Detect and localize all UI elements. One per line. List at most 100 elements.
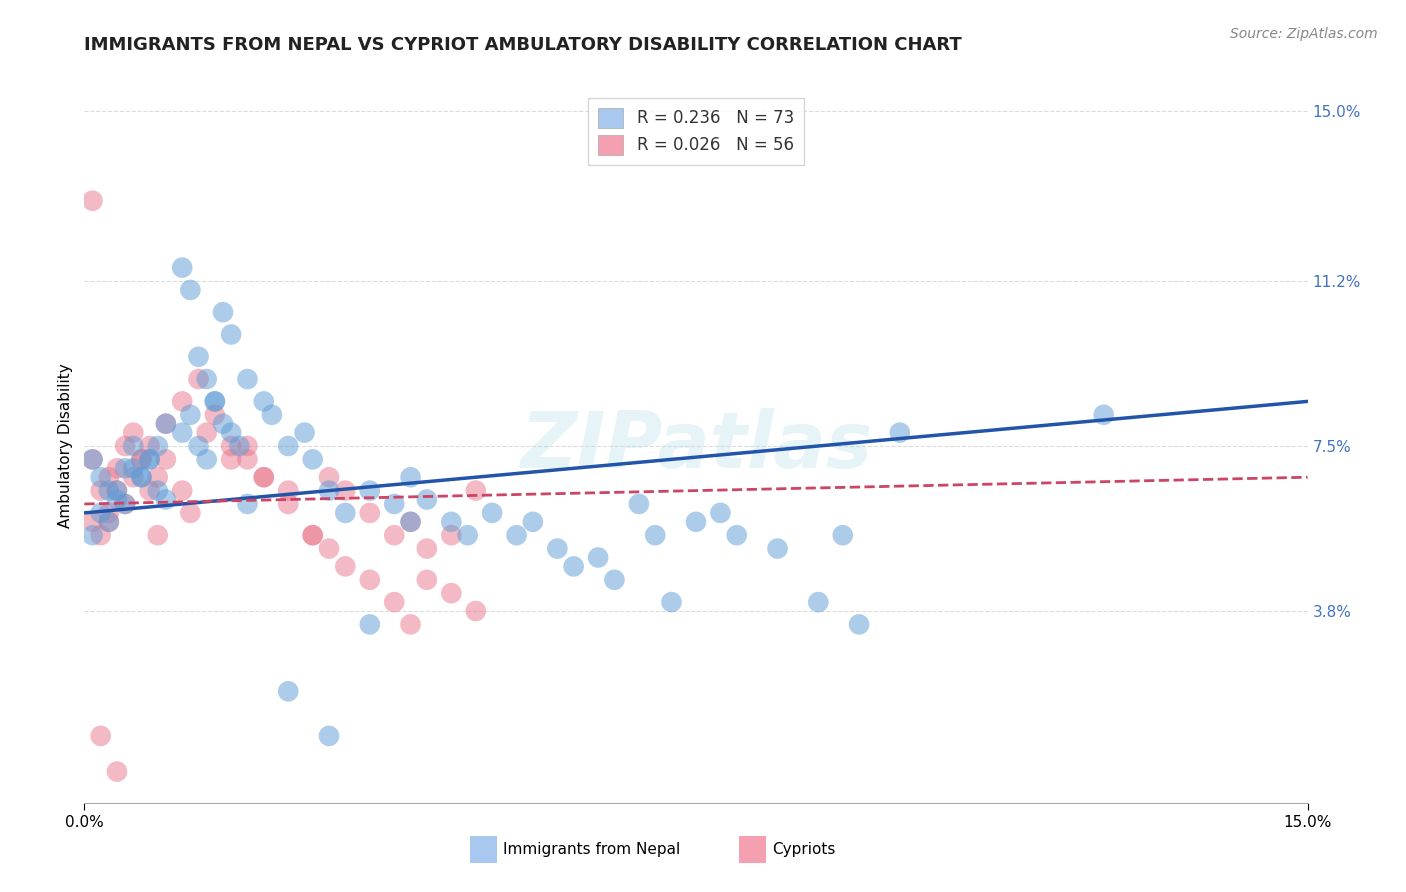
Point bbox=[97, 515, 120, 529]
Y-axis label: Ambulatory Disability: Ambulatory Disability bbox=[58, 364, 73, 528]
Point bbox=[382, 497, 405, 511]
Point bbox=[301, 452, 323, 467]
Bar bbox=[470, 837, 496, 863]
Point bbox=[82, 515, 104, 529]
Point bbox=[122, 425, 145, 440]
Point bbox=[277, 684, 299, 698]
Point bbox=[131, 452, 153, 467]
Point bbox=[277, 483, 299, 498]
Point bbox=[82, 452, 104, 467]
Text: Source: ZipAtlas.com: Source: ZipAtlas.com bbox=[1230, 27, 1378, 41]
Text: Cypriots: Cypriots bbox=[772, 842, 835, 857]
Point bbox=[807, 595, 830, 609]
Point bbox=[440, 586, 463, 600]
Point bbox=[105, 764, 128, 779]
Point bbox=[709, 506, 731, 520]
Point bbox=[335, 483, 357, 498]
Point bbox=[172, 483, 194, 498]
Point bbox=[146, 439, 169, 453]
Point bbox=[301, 528, 323, 542]
Point bbox=[603, 573, 626, 587]
Point bbox=[131, 470, 153, 484]
Point bbox=[97, 506, 120, 520]
Point bbox=[114, 497, 136, 511]
Point bbox=[138, 439, 160, 453]
Point bbox=[725, 528, 748, 542]
Point bbox=[335, 559, 357, 574]
Point bbox=[187, 350, 209, 364]
Point bbox=[146, 528, 169, 542]
Point bbox=[90, 483, 112, 498]
Point bbox=[138, 452, 160, 467]
Point bbox=[661, 595, 683, 609]
Point bbox=[146, 470, 169, 484]
Point bbox=[644, 528, 666, 542]
Point bbox=[155, 417, 177, 431]
Point bbox=[138, 483, 160, 498]
Point bbox=[399, 515, 422, 529]
Point bbox=[586, 550, 609, 565]
Text: ZIPatlas: ZIPatlas bbox=[520, 408, 872, 484]
Point bbox=[90, 470, 112, 484]
Point bbox=[114, 439, 136, 453]
Point bbox=[766, 541, 789, 556]
Point bbox=[219, 327, 242, 342]
Point bbox=[399, 470, 422, 484]
Point bbox=[97, 483, 120, 498]
Point bbox=[97, 470, 120, 484]
Point bbox=[219, 425, 242, 440]
Point bbox=[131, 452, 153, 467]
Point bbox=[204, 408, 226, 422]
Point bbox=[138, 452, 160, 467]
Point bbox=[172, 260, 194, 275]
Point bbox=[236, 372, 259, 386]
Point bbox=[204, 394, 226, 409]
Point bbox=[359, 573, 381, 587]
Point bbox=[155, 452, 177, 467]
Point bbox=[253, 470, 276, 484]
Point bbox=[195, 372, 218, 386]
Point bbox=[236, 497, 259, 511]
Point bbox=[1092, 408, 1115, 422]
Point bbox=[359, 506, 381, 520]
Point bbox=[195, 452, 218, 467]
Point bbox=[105, 492, 128, 507]
Point bbox=[416, 541, 439, 556]
Point bbox=[105, 483, 128, 498]
Point bbox=[179, 506, 201, 520]
Point bbox=[82, 452, 104, 467]
Point bbox=[131, 470, 153, 484]
Point bbox=[522, 515, 544, 529]
Text: IMMIGRANTS FROM NEPAL VS CYPRIOT AMBULATORY DISABILITY CORRELATION CHART: IMMIGRANTS FROM NEPAL VS CYPRIOT AMBULAT… bbox=[84, 36, 962, 54]
Point bbox=[359, 483, 381, 498]
Point bbox=[382, 528, 405, 542]
Point bbox=[195, 425, 218, 440]
Point bbox=[82, 528, 104, 542]
Point bbox=[105, 461, 128, 475]
Point bbox=[253, 394, 276, 409]
Point bbox=[440, 515, 463, 529]
Point bbox=[187, 372, 209, 386]
Point bbox=[359, 617, 381, 632]
Point bbox=[90, 506, 112, 520]
Point bbox=[187, 439, 209, 453]
Point bbox=[179, 283, 201, 297]
Point bbox=[146, 483, 169, 498]
Point bbox=[318, 483, 340, 498]
Point bbox=[122, 470, 145, 484]
Point bbox=[122, 439, 145, 453]
Point bbox=[464, 483, 486, 498]
Point bbox=[335, 506, 357, 520]
Point bbox=[546, 541, 568, 556]
Point bbox=[90, 729, 112, 743]
Point bbox=[416, 492, 439, 507]
Bar bbox=[738, 837, 766, 863]
Text: Immigrants from Nepal: Immigrants from Nepal bbox=[503, 842, 681, 857]
Point bbox=[301, 528, 323, 542]
Point bbox=[212, 305, 235, 319]
Point bbox=[685, 515, 707, 529]
Point bbox=[122, 461, 145, 475]
Point bbox=[219, 439, 242, 453]
Point bbox=[179, 408, 201, 422]
Point bbox=[440, 528, 463, 542]
